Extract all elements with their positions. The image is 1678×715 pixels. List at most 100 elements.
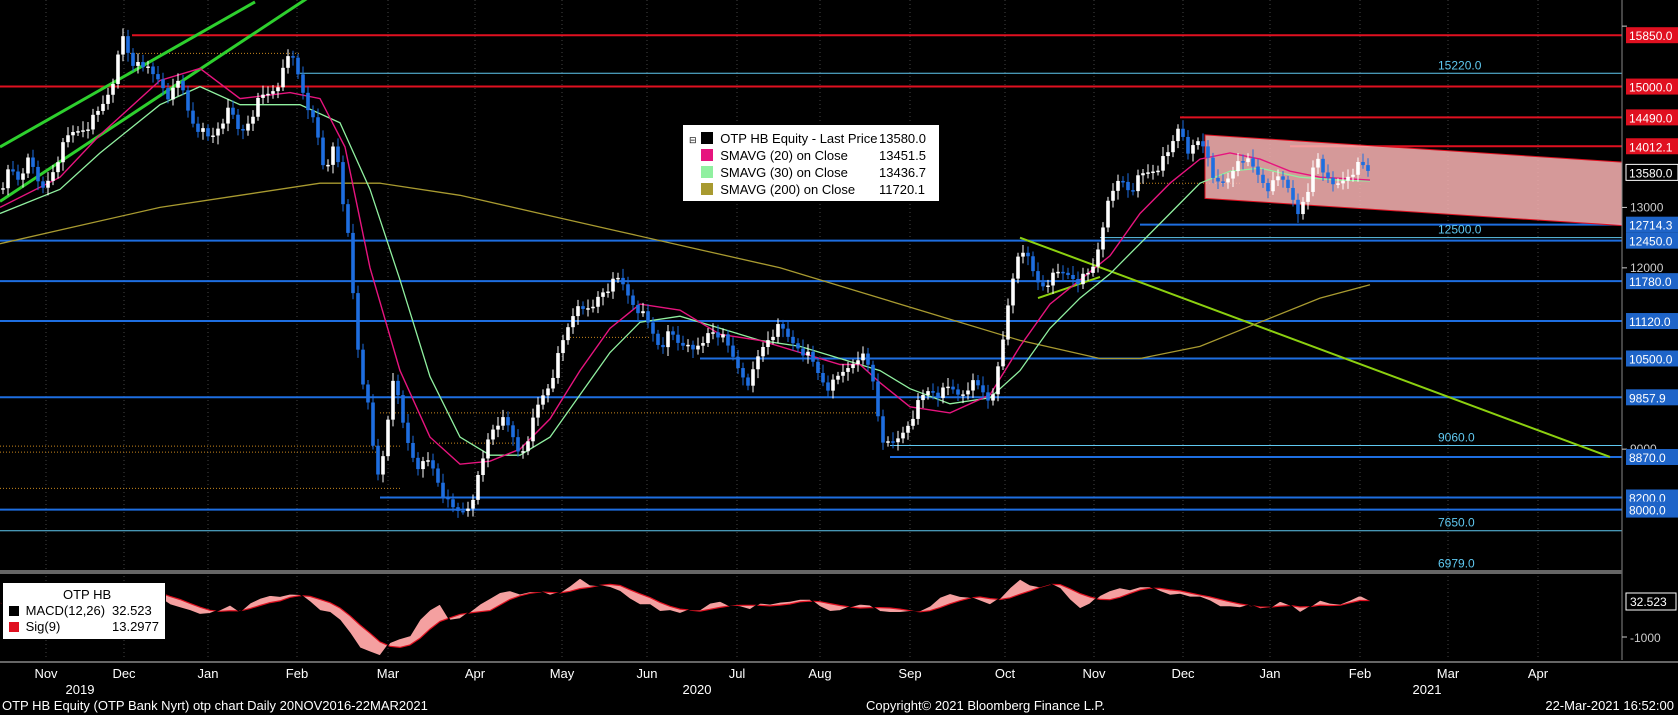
month-label: Sep (898, 666, 921, 681)
candle-body (1041, 282, 1045, 287)
candle-body (146, 66, 150, 68)
candle-body (721, 334, 725, 338)
candle-body (941, 387, 945, 398)
candle-body (996, 366, 1000, 395)
price-legend[interactable]: ⊟ OTP HB Equity - Last Price 13580.0 SMA… (682, 124, 940, 202)
candle-body (321, 137, 325, 166)
candle-body (786, 328, 790, 337)
candle-body (641, 311, 645, 314)
candle-body (776, 324, 780, 337)
candle-body (791, 336, 795, 344)
macd-value-box (1625, 592, 1677, 611)
candle-body (806, 351, 810, 356)
candle-body (931, 391, 935, 393)
candle-body (1121, 180, 1125, 183)
macd-legend[interactable]: OTP HB MACD(12,26) 32.523 Sig(9) 13.2977 (2, 582, 166, 640)
candle-body (1291, 187, 1295, 200)
candle-body (631, 295, 635, 305)
candle-body (1051, 272, 1055, 286)
candle-body (876, 381, 880, 417)
candle-body (391, 380, 395, 420)
candle-body (741, 368, 745, 378)
candle-body (781, 324, 785, 329)
candle-body (1191, 145, 1195, 154)
candle-body (921, 394, 925, 401)
candle-body (486, 439, 490, 459)
candle-body (26, 157, 30, 174)
candle-body (1116, 180, 1120, 191)
candle-body (221, 123, 225, 129)
candle-body (1236, 161, 1240, 172)
price-label: 15000.0 (1629, 81, 1673, 95)
candle-body (211, 135, 215, 138)
candle-body (436, 468, 440, 483)
month-label: Feb (1349, 666, 1371, 681)
candle-body (1046, 285, 1050, 287)
drag-handle-icon[interactable]: ⊟ (689, 135, 697, 145)
candle-body (866, 353, 870, 365)
candle-body (581, 306, 585, 309)
candle-body (896, 438, 900, 443)
candle-body (1301, 201, 1305, 215)
candle-body (956, 389, 960, 395)
candle-body (626, 284, 630, 296)
price-label-box (1626, 313, 1678, 330)
footer-description: OTP HB Equity (OTP Bank Nyrt) otp chart … (2, 698, 428, 713)
candle-body (1166, 152, 1170, 157)
month-label: Jan (198, 666, 219, 681)
inline-level-label: 12500.0 (1438, 223, 1482, 237)
candle-body (856, 360, 860, 365)
candle-body (751, 369, 755, 386)
price-label: 11120.0 (1629, 315, 1671, 329)
candle-body (1266, 183, 1270, 192)
price-chart[interactable]: 1300012000900015850.015000.014490.014012… (0, 0, 1678, 697)
candle-body (521, 451, 525, 453)
candle-body (701, 343, 705, 346)
candle-body (531, 417, 535, 442)
candle-body (401, 395, 405, 423)
candle-body (651, 322, 655, 334)
price-label-box (1626, 109, 1678, 126)
legend-value: 13580.0 (879, 131, 926, 146)
candle-body (361, 349, 365, 385)
price-label: 8000.0 (1629, 504, 1666, 518)
candle-body (761, 347, 765, 357)
signal-line (0, 583, 1370, 649)
year-label: 2019 (66, 682, 95, 697)
candle-body (96, 110, 100, 115)
month-label: Apr (1528, 666, 1549, 681)
candle-body (621, 277, 625, 285)
candle-body (446, 497, 450, 500)
candle-body (156, 74, 160, 80)
candle-body (1091, 266, 1095, 273)
candle-body (506, 417, 510, 426)
candle-body (136, 62, 140, 66)
candle-body (1221, 181, 1225, 183)
candle-body (916, 400, 920, 419)
legend-row-last-price: ⊟ OTP HB Equity - Last Price 13580.0 (689, 131, 926, 146)
candle-body (316, 117, 320, 138)
candle-body (1021, 252, 1025, 257)
price-label: 12450.0 (1629, 235, 1673, 249)
panel-separator (0, 570, 1622, 574)
legend-value: 13.2977 (112, 619, 159, 634)
candle-body (121, 36, 125, 55)
candle-body (346, 204, 350, 233)
candle-body (356, 293, 360, 350)
candle-body (1256, 166, 1260, 175)
legend-label: SMAVG (30) on Close (720, 165, 848, 180)
candle-body (1271, 180, 1275, 192)
candle-body (81, 130, 85, 132)
price-label-box (1626, 350, 1678, 367)
macd-y-tick-label: -1000 (1630, 631, 1661, 645)
candle-body (11, 169, 15, 172)
candle-body (526, 441, 530, 452)
sma200-line (0, 182, 1371, 360)
candle-body (656, 333, 660, 345)
candle-body (296, 57, 300, 75)
candle-body (1296, 199, 1300, 215)
price-label-box (1626, 78, 1678, 95)
candle-body (1111, 190, 1115, 201)
candle-body (881, 416, 885, 443)
legend-label: MACD(12,26) (25, 603, 106, 618)
